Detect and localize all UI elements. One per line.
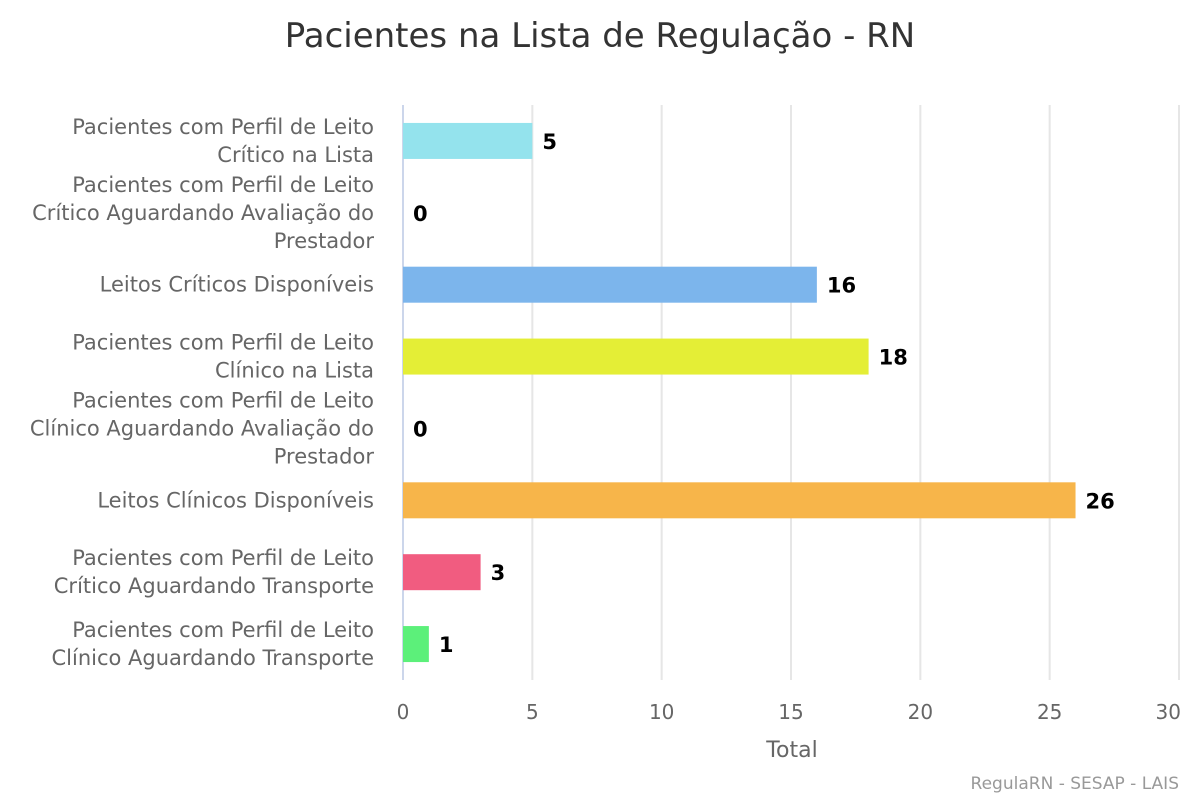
credits-text[interactable]: RegulaRN - SESAP - LAIS <box>971 774 1179 794</box>
data-label: 16 <box>827 274 856 298</box>
category-label: Pacientes com Perfil de Leito Clínico na … <box>72 331 374 383</box>
category-label: Pacientes com Perfil de Leito Clínico Agu… <box>30 388 374 468</box>
bar[interactable] <box>403 266 817 303</box>
data-label: 26 <box>1086 489 1115 513</box>
chart-title: Pacientes na Lista de Regulação - RN <box>285 16 915 56</box>
data-label: 0 <box>413 202 428 226</box>
x-tick-label: 25 <box>1037 700 1062 724</box>
category-label: Pacientes com Perfil de Leito Clínico Agu… <box>51 618 374 670</box>
bar[interactable] <box>403 338 869 375</box>
x-tick-label: 5 <box>526 700 539 724</box>
x-axis-ticks: 0 5 10 15 20 25 30 <box>397 700 1181 724</box>
category-label: Leitos Clínicos Disponíveis <box>97 488 374 512</box>
x-axis-title: Total <box>765 738 817 763</box>
x-tick-label: 30 <box>1156 700 1181 724</box>
data-label: 5 <box>542 130 557 154</box>
category-label: Pacientes com Perfil de Leito Crítico Agu… <box>54 546 374 598</box>
bar[interactable] <box>403 122 533 159</box>
x-tick-label: 0 <box>397 700 410 724</box>
data-label: 1 <box>439 633 454 657</box>
bars <box>403 122 1076 663</box>
x-tick-label: 10 <box>649 700 674 724</box>
data-labels: 5 0 16 18 0 26 3 1 <box>413 130 1115 657</box>
grid <box>402 105 1180 680</box>
category-label: Leitos Críticos Disponíveis <box>100 273 374 297</box>
bar[interactable] <box>403 626 429 663</box>
category-label: Pacientes com Perfil de Leito Crítico Agu… <box>32 173 374 253</box>
bar[interactable] <box>403 482 1076 519</box>
bar[interactable] <box>403 554 481 591</box>
data-label: 3 <box>491 561 506 585</box>
x-tick-label: 20 <box>908 700 933 724</box>
x-tick-label: 15 <box>778 700 803 724</box>
data-label: 0 <box>413 417 428 441</box>
category-labels: Pacientes com Perfil de Leito Crítico na … <box>30 115 374 670</box>
data-label: 18 <box>879 346 908 370</box>
category-label: Pacientes com Perfil de Leito Crítico na … <box>72 115 374 167</box>
